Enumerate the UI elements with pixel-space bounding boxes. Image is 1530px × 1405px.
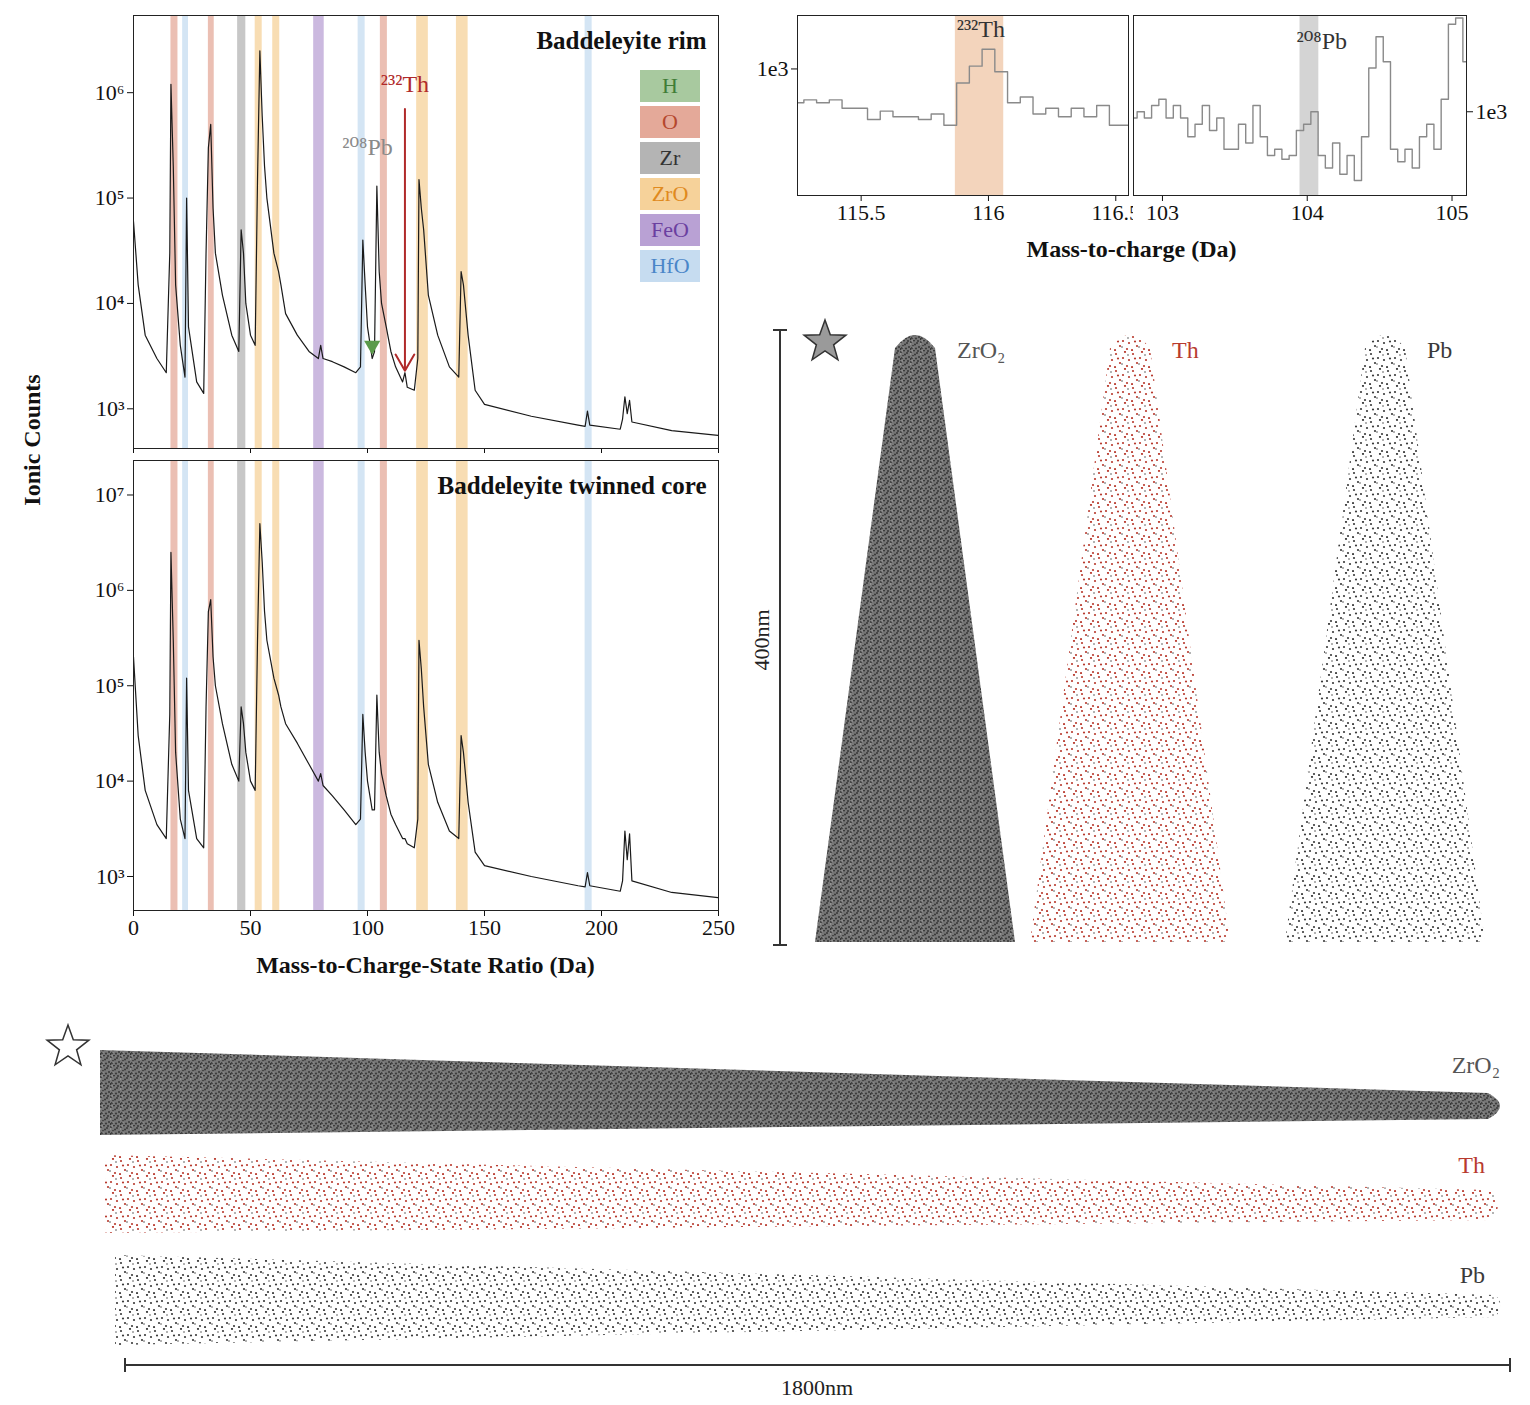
svg-text:105: 105 bbox=[1436, 200, 1469, 225]
html-text:Mass-to-Charge-State Ratio (Da: Mass-to-Charge-State Ratio (Da) bbox=[256, 952, 595, 978]
svg-text:1e3: 1e3 bbox=[757, 56, 789, 81]
svg-text:116.5: 116.5 bbox=[1091, 200, 1133, 225]
html-text:FeO: FeO bbox=[651, 217, 689, 242]
html-text:Zr: Zr bbox=[659, 145, 681, 170]
svg-text:150: 150 bbox=[468, 915, 501, 940]
svg-text:1800nm: 1800nm bbox=[781, 1375, 853, 1400]
svg-text:²³²Th: ²³²Th bbox=[957, 16, 1005, 42]
svg-text:Pb: Pb bbox=[1427, 337, 1452, 363]
svg-text:Baddeleyite twinned core: Baddeleyite twinned core bbox=[438, 472, 707, 499]
svg-text:Baddeleyite rim: Baddeleyite rim bbox=[536, 27, 706, 54]
svg-text:200: 200 bbox=[585, 915, 618, 940]
svg-text:10⁷: 10⁷ bbox=[95, 482, 125, 507]
svg-text:104: 104 bbox=[1291, 200, 1324, 225]
html-text:Ionic Counts: Ionic Counts bbox=[18, 374, 45, 506]
html-text:HfO: HfO bbox=[650, 253, 690, 278]
html-text:O: O bbox=[662, 109, 678, 134]
svg-text:400nm: 400nm bbox=[749, 609, 774, 670]
svg-text:10³: 10³ bbox=[96, 396, 125, 421]
svg-text:103: 103 bbox=[1146, 200, 1179, 225]
html-text:Mass-to-charge (Da): Mass-to-charge (Da) bbox=[1026, 236, 1237, 262]
svg-text:ZrO₂: ZrO₂ bbox=[957, 337, 1005, 363]
svg-text:²⁰⁸Pb: ²⁰⁸Pb bbox=[1296, 28, 1347, 54]
svg-text:10⁵: 10⁵ bbox=[95, 673, 125, 698]
svg-text:10⁶: 10⁶ bbox=[95, 80, 125, 105]
svg-text:ZrO₂: ZrO₂ bbox=[1452, 1052, 1500, 1078]
svg-text:50: 50 bbox=[240, 915, 262, 940]
svg-text:²³²Th: ²³²Th bbox=[381, 71, 429, 97]
svg-text:Th: Th bbox=[1172, 337, 1199, 363]
svg-text:115.5: 115.5 bbox=[837, 200, 886, 225]
svg-text:10⁴: 10⁴ bbox=[95, 768, 125, 793]
svg-text:100: 100 bbox=[351, 915, 384, 940]
svg-text:Pb: Pb bbox=[1460, 1262, 1485, 1288]
svg-text:250: 250 bbox=[702, 915, 735, 940]
svg-text:116: 116 bbox=[972, 200, 1004, 225]
svg-text:0: 0 bbox=[128, 915, 139, 940]
svg-text:Th: Th bbox=[1458, 1152, 1485, 1178]
svg-text:10⁶: 10⁶ bbox=[95, 577, 125, 602]
svg-text:10³: 10³ bbox=[96, 864, 125, 889]
svg-text:10⁵: 10⁵ bbox=[95, 185, 125, 210]
svg-text:10⁴: 10⁴ bbox=[95, 290, 125, 315]
svg-text:1e3: 1e3 bbox=[1476, 99, 1508, 124]
svg-text:²⁰⁸Pb: ²⁰⁸Pb bbox=[342, 134, 393, 160]
html-text:ZrO: ZrO bbox=[651, 181, 689, 206]
html-text:H: H bbox=[662, 73, 678, 98]
